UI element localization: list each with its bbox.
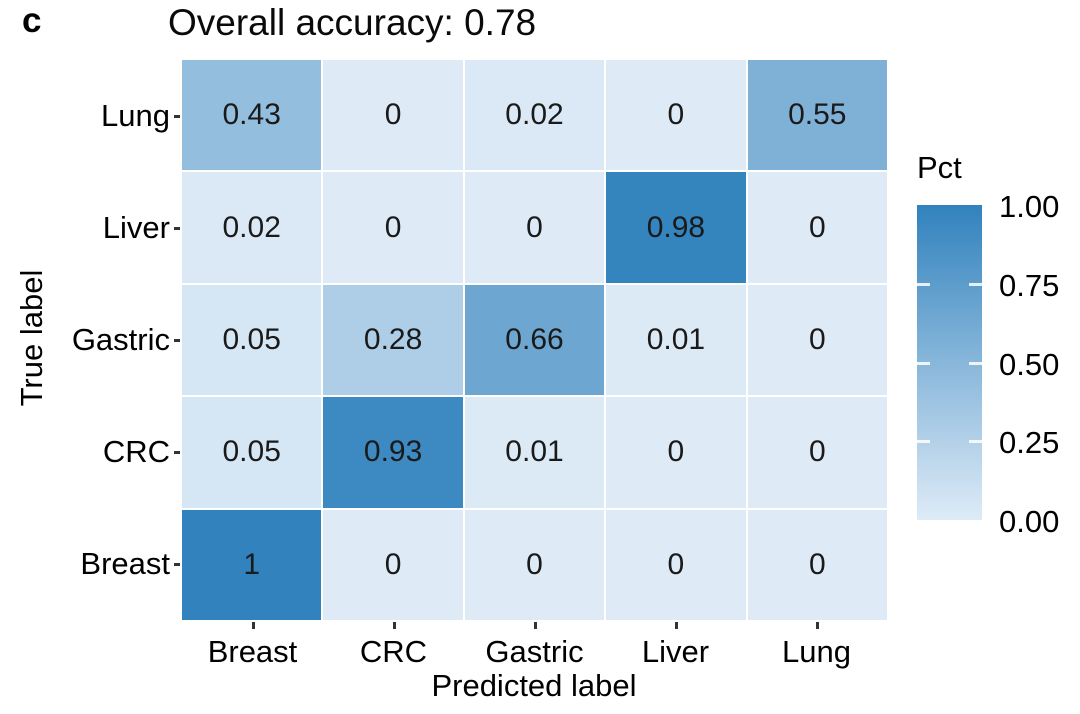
y-tick-label: Liver bbox=[102, 210, 170, 245]
x-tick-mark bbox=[674, 622, 678, 629]
colorbar-notch bbox=[917, 440, 930, 444]
y-tick-mark bbox=[174, 563, 180, 566]
panel-label: c bbox=[22, 1, 42, 40]
x-tick-label: Gastric bbox=[485, 634, 584, 669]
y-tick-mark bbox=[174, 227, 180, 230]
colorbar-tick-label: 1.00 bbox=[999, 189, 1060, 224]
colorbar-notch bbox=[969, 282, 982, 286]
legend-title: Pct bbox=[917, 150, 962, 185]
x-tick-mark bbox=[251, 622, 255, 629]
y-tick-label: Gastric bbox=[71, 322, 170, 357]
colorbar-tick-label: 0.75 bbox=[999, 267, 1060, 303]
matrix-cell: 0 bbox=[747, 172, 887, 283]
chart-title: Overall accuracy: 0.78 bbox=[168, 2, 537, 43]
colorbar-tick-label: 0.25 bbox=[999, 425, 1060, 461]
x-tick-mark bbox=[533, 622, 537, 629]
colorbar-notch bbox=[917, 361, 930, 365]
matrix-cell: 0 bbox=[323, 172, 463, 283]
matrix-cell: 0 bbox=[464, 172, 605, 283]
matrix-cell: 0.02 bbox=[464, 60, 605, 171]
matrix-cell: 0.43 bbox=[182, 60, 322, 171]
matrix-cell: 0.01 bbox=[464, 397, 605, 508]
y-tick-label: Breast bbox=[80, 546, 170, 581]
colorbar-tick-label: 0.00 bbox=[999, 504, 1060, 539]
matrix-cell: 0 bbox=[747, 509, 887, 620]
matrix-cell: 0 bbox=[464, 509, 605, 620]
matrix-cell: 0.01 bbox=[606, 284, 746, 396]
x-tick-label: Liver bbox=[641, 634, 710, 669]
matrix-cell: 0.28 bbox=[323, 284, 463, 396]
x-tick-label: Breast bbox=[207, 634, 298, 669]
matrix-cell: 0 bbox=[323, 509, 463, 620]
matrix-cell: 0 bbox=[606, 397, 746, 508]
matrix-cell: 0.93 bbox=[323, 397, 463, 508]
matrix-cell: 0.02 bbox=[182, 172, 322, 283]
matrix-cell: 0 bbox=[747, 397, 887, 508]
y-tick-label: Lung bbox=[101, 98, 170, 133]
x-tick-label: CRC bbox=[359, 634, 428, 669]
x-tick-mark bbox=[815, 622, 819, 629]
colorbar-notch bbox=[917, 282, 930, 286]
matrix-cell: 0.66 bbox=[464, 284, 605, 396]
y-tick-mark bbox=[174, 451, 180, 454]
colorbar-tick-label: 0.50 bbox=[999, 346, 1060, 382]
colorbar-notch bbox=[969, 440, 982, 444]
y-tick-mark bbox=[174, 339, 180, 342]
matrix-cell: 0 bbox=[747, 284, 887, 396]
y-tick-label: CRC bbox=[102, 434, 170, 469]
matrix-cell: 0.98 bbox=[606, 172, 746, 283]
y-tick-mark bbox=[174, 115, 180, 118]
matrix-cell: 0 bbox=[323, 60, 463, 171]
colorbar-notch bbox=[969, 361, 982, 365]
matrix-cell: 0 bbox=[606, 509, 746, 620]
matrix-cell: 0 bbox=[606, 60, 746, 171]
matrix-cell: 1 bbox=[182, 509, 322, 620]
x-tick-label: Lung bbox=[782, 634, 851, 669]
y-axis-title: True label bbox=[14, 269, 49, 407]
matrix-cell: 0.05 bbox=[182, 284, 322, 396]
matrix-cell: 0.05 bbox=[182, 397, 322, 508]
heatmap-grid: 0.43 0 0.02 0 0.55 0.02 0 0 0.98 0 0.05 0.28 0.66 0.0… bbox=[182, 60, 887, 620]
matrix-cell: 0.55 bbox=[747, 60, 887, 171]
x-axis-title: Predicted label bbox=[431, 668, 637, 703]
x-tick-mark bbox=[392, 622, 396, 629]
